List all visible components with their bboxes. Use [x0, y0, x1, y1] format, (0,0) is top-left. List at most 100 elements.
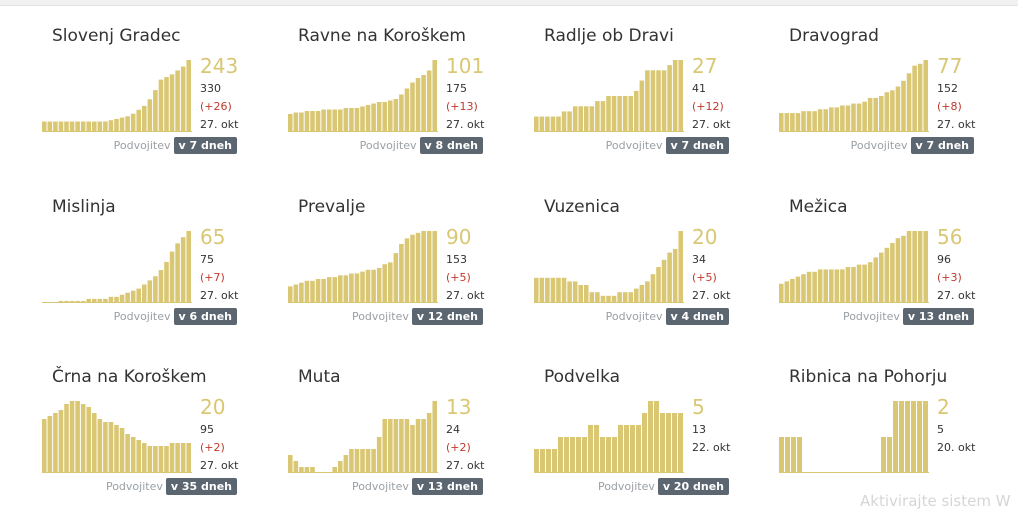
bar-sparkline	[42, 231, 192, 303]
bar	[432, 231, 437, 303]
bar	[895, 86, 901, 132]
bar	[823, 269, 828, 303]
bar-sparkline	[534, 231, 684, 303]
bar	[169, 251, 175, 303]
doubling-badge: v 7 dneh	[665, 137, 729, 154]
daily-change-value: (+8)	[937, 100, 962, 113]
bar	[426, 70, 432, 132]
bar	[867, 262, 873, 303]
bar	[552, 449, 557, 473]
bar	[47, 121, 53, 132]
bar	[570, 437, 575, 473]
bar	[851, 267, 856, 303]
doubling-label: Podvojitev	[850, 139, 908, 152]
bar	[360, 449, 365, 473]
bar	[539, 116, 545, 132]
municipality-name: Prevalje	[298, 197, 366, 217]
bar	[288, 455, 293, 473]
bar	[69, 300, 75, 303]
bar	[103, 298, 108, 303]
bar	[589, 292, 595, 303]
bar	[288, 286, 293, 303]
bar	[795, 276, 801, 303]
bar	[639, 285, 645, 303]
bar	[578, 106, 583, 132]
update-date: 27. okt	[446, 118, 485, 131]
bar	[879, 96, 884, 132]
bar	[293, 112, 299, 132]
bar	[415, 419, 421, 473]
bar	[534, 449, 539, 473]
bar	[667, 252, 672, 303]
bar	[879, 252, 884, 303]
bar	[180, 443, 186, 473]
bar-sparkline	[779, 231, 929, 303]
bar	[360, 106, 365, 132]
bar	[421, 419, 426, 473]
bar	[103, 121, 108, 132]
doubling-time: Podvojitev v 7 dneh	[114, 137, 237, 154]
bar	[534, 277, 539, 303]
bar	[349, 449, 354, 473]
bar	[382, 102, 387, 132]
daily-change-value: (+5)	[692, 271, 717, 284]
bar	[186, 60, 191, 132]
bar	[186, 231, 191, 303]
bar	[69, 401, 75, 473]
bar	[648, 401, 653, 473]
bar	[801, 274, 806, 303]
bar	[158, 446, 164, 473]
bar	[650, 274, 656, 303]
bar	[421, 75, 426, 132]
bar	[80, 300, 86, 303]
active-cases-value: 65	[200, 225, 226, 249]
bar	[58, 410, 64, 473]
doubling-time: Podvojitev v 6 dneh	[114, 308, 237, 325]
bar	[576, 437, 581, 473]
bar	[578, 285, 583, 303]
bar-sparkline	[779, 60, 929, 132]
municipality-name: Mežica	[789, 197, 848, 217]
bar	[636, 425, 641, 473]
municipality-name: Mislinja	[52, 197, 116, 217]
bar	[823, 109, 828, 132]
total-cases-value: 13	[692, 423, 706, 436]
bar	[873, 97, 878, 132]
bar	[678, 60, 683, 132]
doubling-time: Podvojitev v 20 dneh	[598, 478, 729, 495]
bar	[338, 275, 343, 303]
municipality-card: Prevalje 90 153 (+5) 27. okt Podvojitev v 12 d…	[288, 197, 518, 347]
bar	[588, 425, 593, 473]
bar	[617, 292, 622, 303]
bar	[906, 231, 912, 303]
bar	[923, 60, 928, 132]
active-cases-value: 20	[692, 225, 718, 249]
bar	[558, 437, 563, 473]
municipality-name: Dravograd	[789, 26, 879, 46]
bar	[75, 401, 80, 473]
bar	[905, 401, 910, 473]
doubling-time: Podvojitev v 12 dneh	[352, 308, 483, 325]
doubling-label: Podvojitev	[105, 480, 163, 493]
total-cases-value: 41	[692, 82, 706, 95]
bar	[426, 413, 432, 473]
bar	[845, 105, 851, 132]
bar	[180, 66, 186, 132]
bar	[64, 121, 69, 132]
municipality-name: Ribnica na Pohorju	[789, 367, 948, 387]
update-date: 20. okt	[937, 441, 976, 454]
doubling-badge: v 4 dneh	[665, 308, 729, 325]
bar	[561, 277, 567, 303]
bar	[64, 300, 69, 303]
bar	[80, 404, 86, 473]
total-cases-value: 34	[692, 253, 706, 266]
active-cases-value: 5	[692, 395, 705, 419]
bar	[912, 65, 917, 132]
doubling-badge: v 7 dneh	[173, 137, 237, 154]
bar	[791, 437, 796, 473]
update-date: 27. okt	[200, 289, 239, 302]
update-date: 27. okt	[937, 289, 976, 302]
bar	[136, 288, 141, 303]
doubling-label: Podvojitev	[842, 310, 900, 323]
bar	[136, 440, 141, 473]
